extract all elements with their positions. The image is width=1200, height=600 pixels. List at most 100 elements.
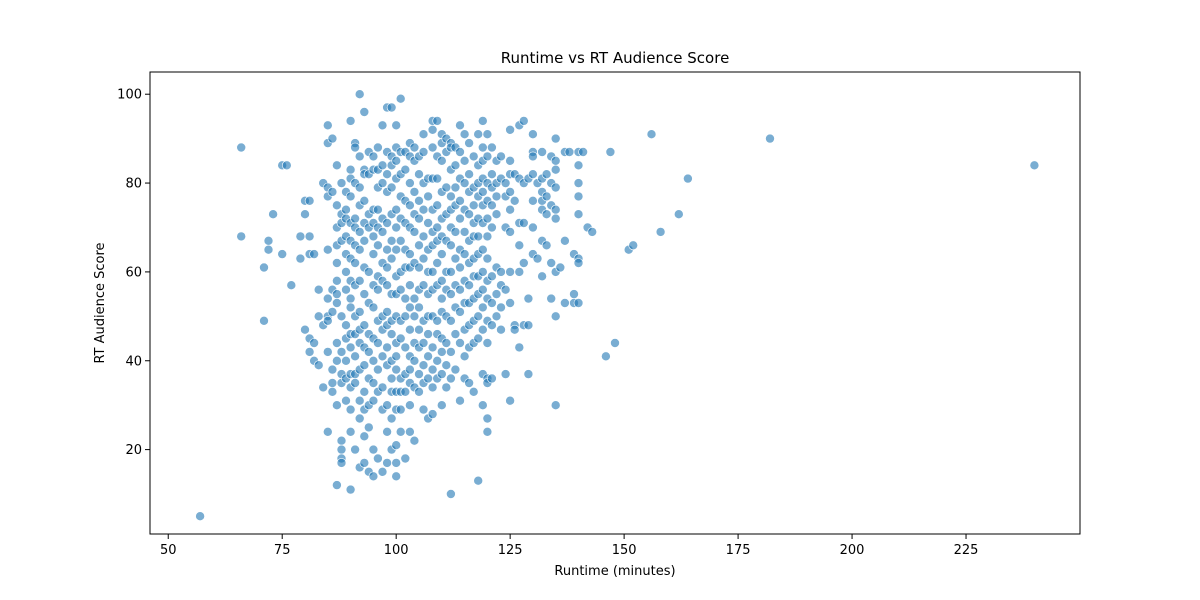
- data-point: [377, 382, 388, 393]
- data-point: [373, 284, 383, 295]
- data-point: [386, 373, 397, 384]
- data-point: [423, 329, 433, 339]
- data-point: [500, 369, 511, 379]
- data-point: [281, 160, 292, 171]
- data-point: [332, 355, 342, 366]
- data-point: [436, 400, 447, 411]
- data-point: [427, 142, 438, 153]
- data-point: [354, 182, 365, 193]
- data-point: [450, 253, 461, 264]
- data-point: [468, 386, 479, 397]
- data-point: [477, 187, 488, 197]
- data-point: [368, 378, 379, 388]
- data-point: [409, 311, 420, 322]
- data-point: [373, 364, 383, 375]
- data-point: [500, 284, 511, 295]
- data-point: [482, 213, 493, 224]
- data-point: [350, 213, 360, 224]
- y-tick-label: 100: [117, 88, 142, 103]
- data-point: [327, 187, 338, 197]
- data-point: [446, 489, 456, 499]
- data-point: [610, 338, 620, 348]
- data-point: [459, 156, 470, 166]
- data-point: [505, 298, 515, 308]
- data-point: [405, 426, 415, 437]
- data-point: [336, 435, 347, 446]
- data-point: [318, 382, 329, 393]
- data-point: [646, 129, 657, 139]
- data-point: [391, 204, 402, 215]
- data-point: [496, 302, 506, 313]
- data-point: [505, 395, 515, 406]
- data-point: [446, 373, 456, 384]
- data-point: [477, 244, 488, 255]
- data-point: [441, 382, 452, 393]
- data-point: [386, 182, 397, 193]
- y-tick-label: 80: [125, 177, 142, 192]
- data-point: [464, 378, 474, 388]
- data-point: [423, 351, 433, 362]
- data-point: [391, 458, 402, 468]
- data-point: [354, 227, 365, 237]
- data-point: [487, 373, 497, 384]
- data-point: [505, 227, 515, 237]
- data-point: [555, 262, 566, 273]
- data-point: [432, 200, 443, 211]
- data-point: [418, 338, 429, 348]
- data-point: [436, 369, 447, 379]
- data-point: [464, 280, 474, 291]
- data-point: [354, 244, 365, 255]
- data-point: [345, 342, 356, 353]
- data-point: [487, 200, 497, 211]
- data-point: [236, 231, 246, 242]
- data-point: [395, 93, 406, 104]
- data-point: [546, 293, 557, 304]
- data-point: [528, 196, 538, 206]
- chart-title: Runtime vs RT Audience Score: [501, 49, 730, 67]
- data-point: [359, 386, 370, 397]
- data-point: [377, 466, 388, 477]
- data-point: [573, 298, 584, 308]
- data-point: [382, 342, 392, 353]
- data-point: [354, 89, 365, 99]
- data-point: [487, 142, 497, 153]
- data-point: [382, 169, 392, 179]
- data-point: [528, 151, 538, 162]
- data-point: [455, 120, 465, 131]
- data-point: [322, 293, 333, 304]
- data-point: [482, 231, 493, 242]
- data-point: [286, 280, 297, 291]
- data-point: [359, 236, 370, 246]
- data-point: [496, 267, 506, 277]
- data-point: [455, 395, 465, 406]
- data-point: [414, 369, 424, 379]
- data-point: [569, 289, 579, 299]
- data-point: [459, 351, 470, 362]
- data-point: [354, 151, 365, 162]
- data-point: [496, 324, 506, 335]
- data-point: [395, 426, 406, 437]
- data-point: [327, 307, 338, 317]
- x-tick-label: 200: [840, 543, 865, 558]
- data-point: [373, 338, 383, 348]
- data-point: [236, 142, 246, 153]
- data-point: [332, 200, 342, 211]
- data-point: [573, 258, 584, 268]
- data-point: [332, 298, 342, 308]
- data-point: [373, 240, 383, 251]
- data-point: [332, 289, 342, 299]
- data-point: [550, 204, 561, 215]
- data-point: [432, 315, 443, 326]
- x-tick-label: 75: [274, 543, 291, 558]
- data-point: [514, 240, 525, 251]
- data-point: [450, 182, 461, 193]
- data-point: [450, 364, 461, 375]
- data-point: [464, 169, 474, 179]
- data-point: [432, 355, 443, 366]
- data-point: [400, 311, 411, 322]
- data-point: [354, 413, 365, 424]
- x-tick-label: 50: [160, 543, 177, 558]
- data-point: [322, 244, 333, 255]
- data-point: [473, 129, 484, 139]
- data-point: [541, 240, 552, 251]
